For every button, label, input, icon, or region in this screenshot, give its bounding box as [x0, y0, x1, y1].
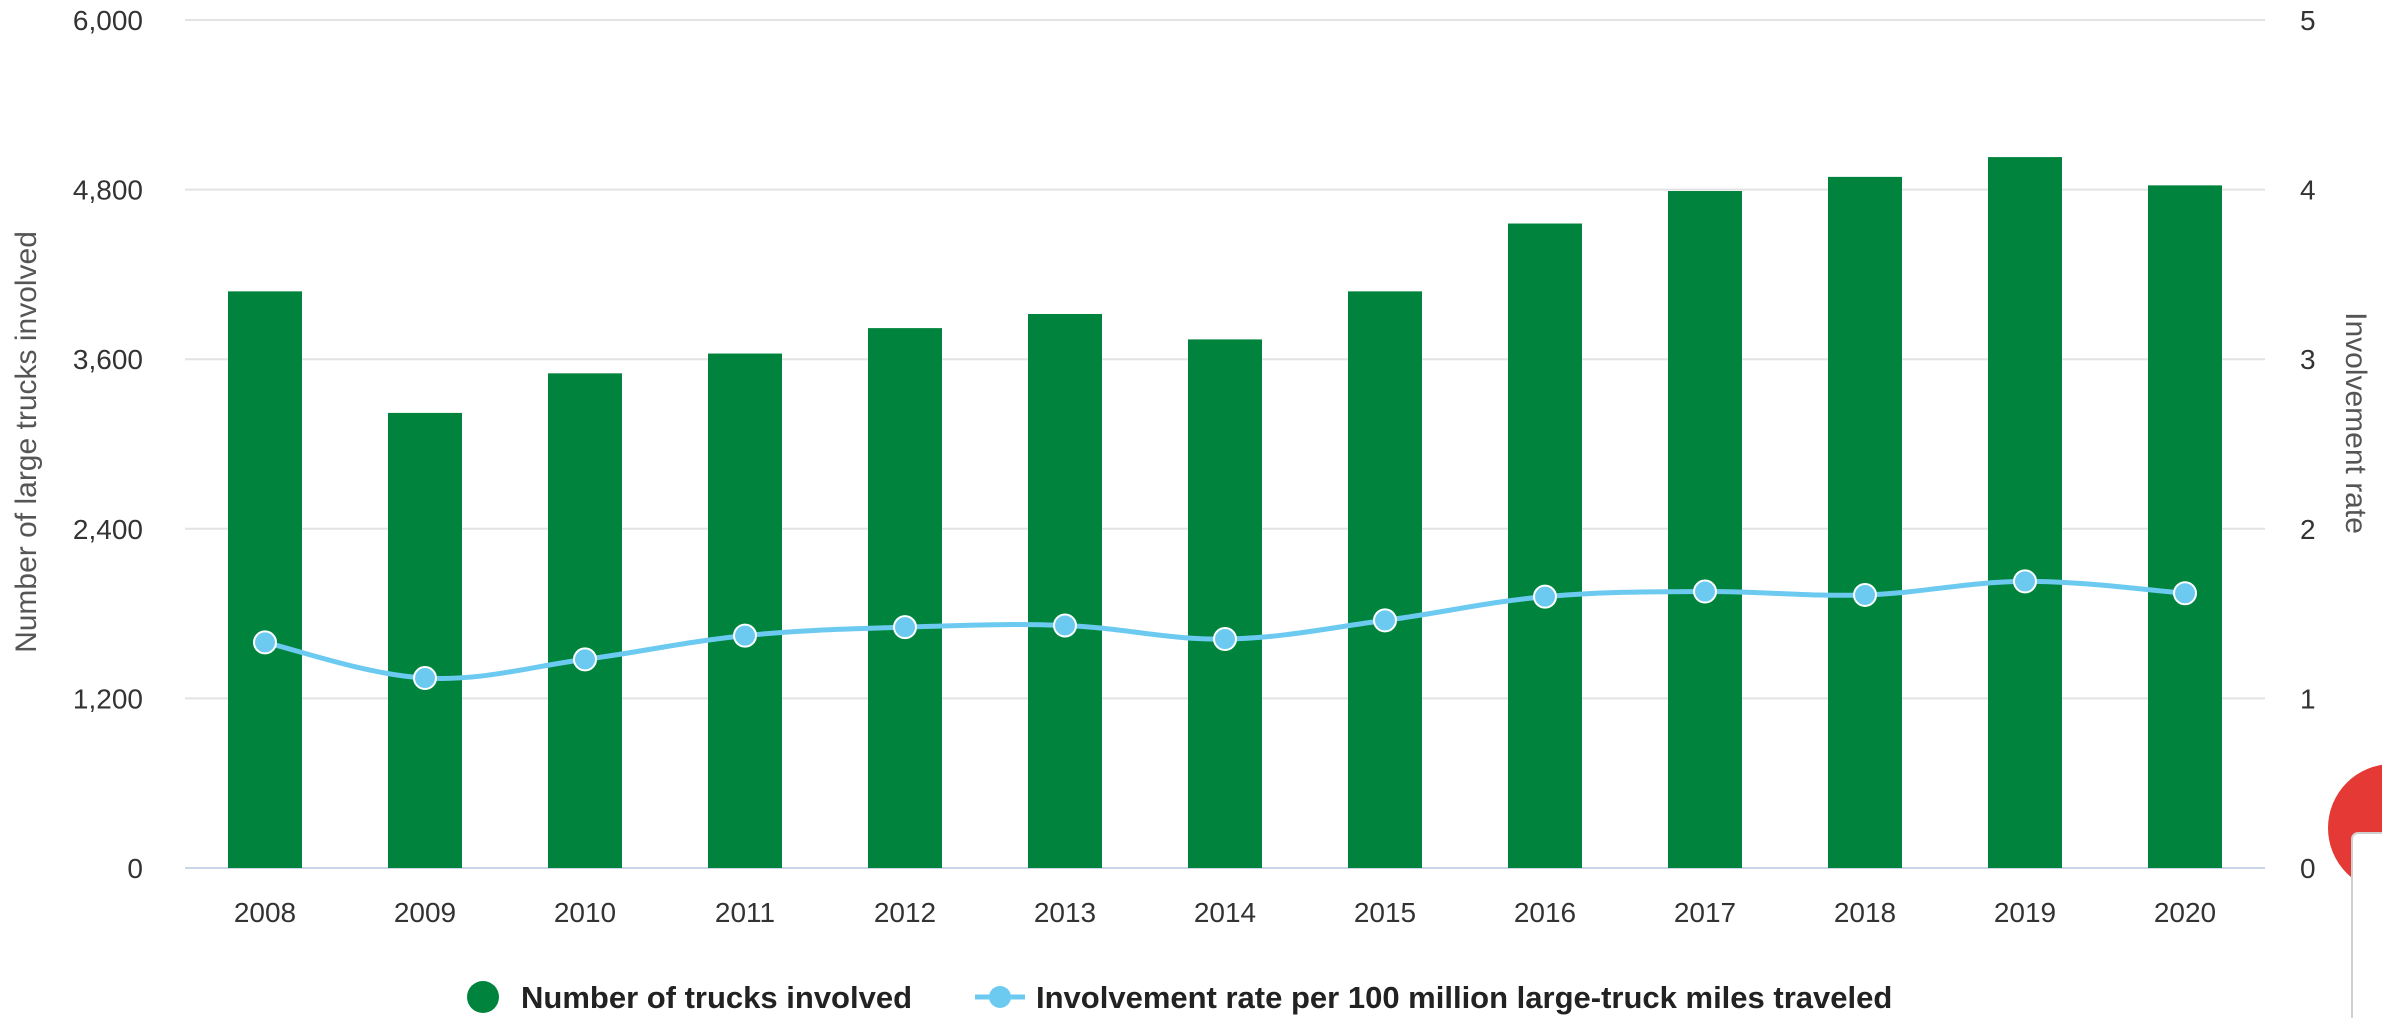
bar[interactable]: [388, 412, 462, 868]
bar[interactable]: [1828, 176, 1902, 868]
rate-point[interactable]: [1853, 582, 1877, 607]
left-tick-label: 3,600: [73, 344, 143, 375]
left-axis-title: Number of large trucks involved: [10, 231, 43, 653]
legend: Number of trucks involved Involvement ra…: [467, 980, 1892, 1015]
legend-label-rate: Involvement rate per 100 million large-t…: [1036, 980, 1892, 1015]
bar[interactable]: [868, 328, 942, 868]
legend-item-rate[interactable]: Involvement rate per 100 million large-t…: [975, 980, 1892, 1015]
x-tick-label: 2020: [2154, 897, 2216, 928]
rate-point[interactable]: [2173, 581, 2197, 606]
right-axis-ticks: 0 1 2 3 4 5: [2300, 5, 2316, 884]
right-tick-label: 5: [2300, 5, 2316, 36]
right-tick-label: 4: [2300, 175, 2316, 206]
x-tick-label: 2013: [1034, 897, 1096, 928]
right-axis-title: Involvement rate: [2339, 312, 2372, 534]
rate-point[interactable]: [1373, 608, 1397, 633]
bars: [228, 157, 2222, 869]
x-tick-label: 2019: [1994, 897, 2056, 928]
bar[interactable]: [1028, 313, 1102, 868]
rate-point[interactable]: [1693, 579, 1717, 604]
rate-point[interactable]: [413, 666, 437, 691]
legend-item-trucks[interactable]: Number of trucks involved: [467, 980, 912, 1015]
rate-point[interactable]: [573, 647, 597, 672]
x-tick-label: 2015: [1354, 897, 1416, 928]
bar[interactable]: [548, 373, 622, 868]
x-tick-label: 2011: [715, 897, 775, 928]
x-tick-label: 2008: [234, 897, 296, 928]
legend-line-marker-icon: [989, 986, 1011, 1008]
rate-point[interactable]: [1533, 584, 1557, 609]
right-tick-label: 0: [2300, 853, 2316, 884]
rate-point[interactable]: [1053, 613, 1077, 638]
x-tick-label: 2010: [554, 897, 616, 928]
left-tick-label: 4,800: [73, 175, 143, 206]
bar[interactable]: [708, 353, 782, 869]
rate-point[interactable]: [1213, 627, 1237, 652]
bar[interactable]: [1348, 291, 1422, 868]
right-tick-label: 1: [2300, 683, 2316, 714]
rate-line-series: [253, 569, 2197, 691]
rate-point[interactable]: [733, 623, 757, 648]
right-tick-label: 2: [2300, 514, 2316, 545]
x-tick-label: 2016: [1514, 897, 1576, 928]
rate-point[interactable]: [253, 630, 277, 655]
left-tick-label: 2,400: [73, 514, 143, 545]
x-tick-label: 2009: [394, 897, 456, 928]
bar[interactable]: [1508, 223, 1582, 868]
x-tick-label: 2017: [1674, 897, 1736, 928]
x-tick-label: 2018: [1834, 897, 1896, 928]
right-tick-label: 3: [2300, 344, 2316, 375]
x-axis-ticks: 2008 2009 2010 2011 2012 2013 2014 2015 2016 2017…: [234, 897, 2216, 928]
bar[interactable]: [1668, 191, 1742, 869]
floating-widget[interactable]: [2328, 764, 2382, 1018]
legend-label-trucks: Number of trucks involved: [521, 980, 912, 1015]
bar[interactable]: [1988, 157, 2062, 869]
rate-point[interactable]: [2013, 569, 2037, 594]
x-tick-label: 2014: [1194, 897, 1256, 928]
x-tick-label: 2012: [874, 897, 936, 928]
bar[interactable]: [228, 291, 302, 868]
legend-bar-swatch-icon: [467, 981, 499, 1013]
bar[interactable]: [1188, 339, 1262, 868]
left-tick-label: 0: [127, 853, 143, 884]
left-axis-ticks: 0 1,200 2,400 3,600 4,800 6,000: [73, 5, 143, 884]
left-tick-label: 6,000: [73, 5, 143, 36]
widget-card: [2351, 832, 2382, 1018]
rate-point[interactable]: [893, 615, 917, 640]
bar[interactable]: [2148, 185, 2222, 869]
left-tick-label: 1,200: [73, 683, 143, 714]
